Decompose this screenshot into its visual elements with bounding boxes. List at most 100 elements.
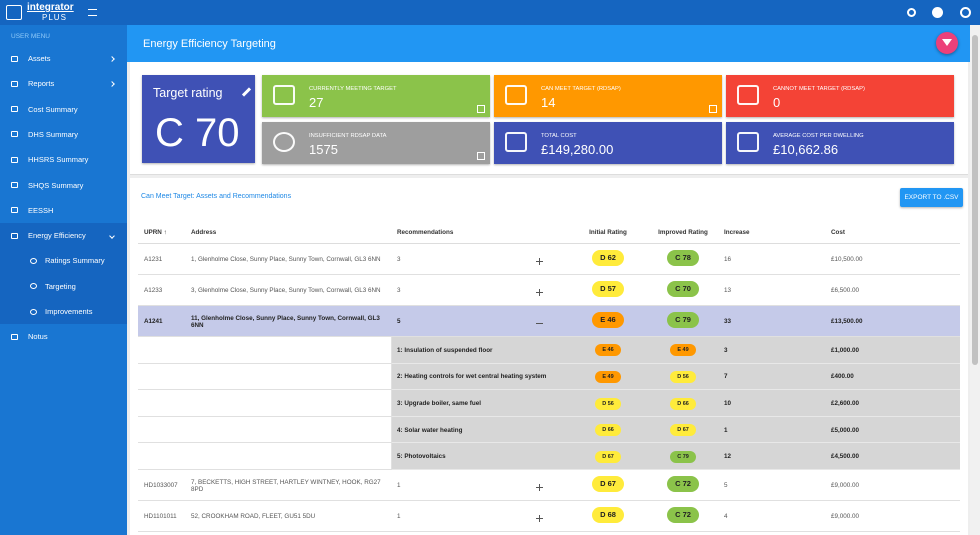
rating-badge: E 49: [595, 370, 621, 383]
open-link-icon[interactable]: [477, 152, 485, 160]
menu-icon: [11, 106, 18, 113]
menu-item[interactable]: DHS Summary: [0, 122, 127, 147]
menu-item[interactable]: Cost Summary: [0, 97, 127, 122]
menu-item[interactable]: EESSH: [0, 198, 127, 223]
recommendation-name: 3: Upgrade boiler, same fuel: [397, 399, 481, 407]
summary-panel: Target rating C 70 CURRENTLY MEETING TAR…: [130, 62, 968, 175]
detail-row-spacer: [138, 390, 392, 417]
card-icon: [737, 85, 759, 105]
menu-icon: [30, 257, 37, 264]
rating-badge: D 57: [592, 280, 624, 297]
increase-cell: 7: [724, 373, 728, 381]
menu-label: Improvements: [45, 307, 93, 316]
menu-item[interactable]: Energy Efficiency: [0, 223, 127, 248]
column-header[interactable]: Recommendations: [397, 229, 454, 236]
chevron: [109, 55, 115, 62]
menu-label: Cost Summary: [28, 104, 78, 114]
detail-row-spacer: [138, 443, 392, 470]
increase-cell: 1: [724, 426, 728, 434]
cost-cell: £5,000.00: [831, 426, 860, 434]
column-header[interactable]: Initial Rating: [589, 229, 627, 236]
summary-card[interactable]: CAN MEET TARGET (RDSAP) 14: [494, 75, 722, 117]
menu-item[interactable]: HHSRS Summary: [0, 147, 127, 172]
recommendation-name: 5: Photovoltaics: [397, 453, 446, 461]
rating-badge: D 62: [592, 249, 624, 266]
increase-cell: 13: [724, 287, 732, 294]
edit-target-button[interactable]: [241, 87, 252, 97]
cost-cell: £6,500.00: [831, 287, 860, 294]
open-link-icon[interactable]: [477, 105, 485, 113]
help-button[interactable]: [932, 7, 943, 18]
expand-button[interactable]: [536, 515, 543, 522]
rating-badge: D 67: [592, 475, 624, 492]
menu-item[interactable]: Targeting: [0, 274, 127, 299]
menu-item[interactable]: Improvements: [0, 299, 127, 324]
table-panel: Can Meet Target: Assets and Recommendati…: [130, 178, 968, 535]
column-header[interactable]: UPRN ↑: [144, 229, 167, 236]
card-value: £149,280.00: [541, 142, 614, 157]
card-label: CURRENTLY MEETING TARGET: [309, 86, 397, 92]
logo-sub: PLUS: [42, 13, 67, 22]
card-label: CANNOT MEET TARGET (RDSAP): [773, 86, 865, 92]
card-label: TOTAL COST: [541, 133, 577, 139]
table-row[interactable]: [138, 501, 960, 532]
card-value: 14: [541, 95, 556, 110]
expand-button[interactable]: [536, 289, 543, 296]
menu-label: DHS Summary: [28, 129, 79, 139]
rating-badge: E 46: [595, 344, 621, 357]
increase-cell: 10: [724, 399, 732, 407]
account-button[interactable]: [960, 7, 971, 18]
table-row[interactable]: [138, 306, 960, 337]
menu-icon: [11, 333, 18, 340]
table-header-row: [138, 222, 960, 244]
table-row[interactable]: [138, 470, 960, 501]
recommendations-cell: 1: [397, 482, 401, 489]
menu-item[interactable]: SHQS Summary: [0, 173, 127, 198]
menu-label: EESSH: [28, 205, 54, 215]
card-value: 0: [773, 95, 781, 110]
column-header[interactable]: Address: [191, 229, 217, 236]
card-value: £10,662.86: [773, 142, 839, 157]
menu-label: HHSRS Summary: [28, 155, 89, 165]
sidebar-label: USER MENU: [11, 33, 51, 40]
summary-card: AVERAGE COST PER DWELLING £10,662.86: [726, 122, 954, 164]
rating-badge: C 78: [667, 249, 699, 266]
card-label: CAN MEET TARGET (RDSAP): [541, 86, 621, 92]
rating-badge: D 67: [670, 424, 696, 437]
target-value: C 70: [155, 111, 240, 155]
column-header[interactable]: Improved Rating: [658, 229, 708, 236]
menu-icon: [11, 156, 18, 163]
top-bar: integrator PLUS: [0, 0, 980, 25]
target-card: Target rating C 70: [142, 75, 255, 163]
column-header[interactable]: Cost: [831, 229, 845, 236]
collapse-menu-button[interactable]: [88, 9, 97, 16]
active-group: [0, 223, 127, 324]
chevron: [109, 232, 115, 239]
collapse-button[interactable]: [536, 320, 543, 327]
menu-icon: [11, 182, 18, 188]
card-label: INSUFFICIENT RDSAP DATA: [309, 133, 387, 139]
sidebar: USER MENU Assets Reports Cost Summary DHS S…: [0, 25, 127, 535]
menu-icon: [11, 80, 18, 87]
address-cell: 52, CROOKHAM ROAD, FLEET, GU51 5DU: [191, 513, 316, 520]
menu-item[interactable]: Reports: [0, 71, 127, 96]
menu-icon: [30, 283, 37, 290]
filter-button[interactable]: [936, 32, 958, 54]
scrollbar[interactable]: [970, 25, 980, 535]
summary-card[interactable]: INSUFFICIENT RDSAP DATA 1575: [262, 122, 490, 164]
settings-button[interactable]: [907, 8, 916, 17]
export-button[interactable]: EXPORT TO .CSV: [900, 188, 963, 207]
menu-item[interactable]: Ratings Summary: [0, 248, 127, 273]
menu-item[interactable]: Notus: [0, 324, 127, 349]
expand-button[interactable]: [536, 484, 543, 491]
table-title[interactable]: Can Meet Target: Assets and Recommendati…: [141, 193, 292, 200]
column-header[interactable]: Increase: [724, 229, 750, 236]
card-value: 27: [309, 95, 324, 110]
table-row[interactable]: [138, 244, 960, 275]
summary-card[interactable]: CURRENTLY MEETING TARGET 27: [262, 75, 490, 117]
open-link-icon[interactable]: [709, 105, 717, 113]
table-row[interactable]: [138, 275, 960, 306]
menu-item[interactable]: Assets: [0, 46, 127, 71]
expand-button[interactable]: [536, 258, 543, 265]
increase-cell: 33: [724, 318, 732, 325]
